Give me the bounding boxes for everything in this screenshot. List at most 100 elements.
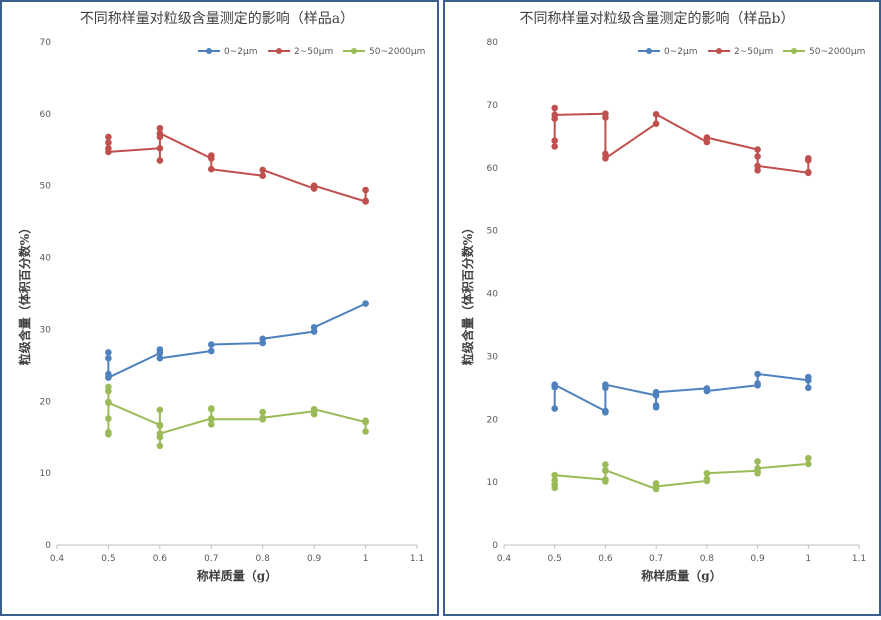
- data-point: [105, 383, 112, 391]
- data-point: [551, 405, 558, 412]
- data-point: [105, 148, 112, 156]
- data-point: [259, 172, 267, 179]
- series-line: [107, 385, 367, 447]
- data-point: [208, 416, 215, 423]
- data-point: [208, 165, 215, 173]
- y-tick-label: 40: [487, 290, 499, 300]
- legend-label: 2~50μm: [734, 47, 773, 57]
- y-tick-label: 30: [40, 325, 52, 335]
- data-point: [156, 406, 164, 414]
- y-tick-label: 70: [487, 101, 499, 111]
- y-tick-label: 10: [40, 469, 52, 479]
- chart-panel-b: 不同称样量对粒级含量测定的影响（样品b） 0 10 20 30 40 50 60 70 80 0.4…: [443, 0, 881, 616]
- data-point: [208, 347, 215, 355]
- data-point: [259, 414, 267, 422]
- y-tick-label: 30: [487, 352, 499, 362]
- y-tick-label: 0: [492, 541, 498, 551]
- data-point: [208, 152, 215, 159]
- data-point: [362, 417, 369, 425]
- data-point: [208, 405, 215, 413]
- data-point: [602, 478, 609, 485]
- data-point: [105, 354, 112, 362]
- data-point: [805, 460, 812, 468]
- data-point: [805, 168, 812, 176]
- x-tick-label: 0.7: [649, 554, 663, 564]
- data-point: [105, 139, 112, 146]
- data-point: [703, 475, 711, 483]
- x-tick-label: 0.6: [598, 554, 613, 564]
- data-point: [652, 404, 660, 411]
- data-point: [703, 134, 711, 141]
- data-point: [156, 346, 164, 353]
- y-tick-label: 50: [40, 182, 52, 192]
- data-point: [652, 111, 660, 118]
- data-point: [602, 114, 609, 121]
- data-point: [310, 410, 318, 418]
- data-point: [362, 186, 369, 194]
- data-point: [362, 300, 369, 307]
- data-point: [259, 408, 267, 416]
- x-tick-label: 0.5: [101, 554, 115, 564]
- x-tick-label: 0.8: [256, 554, 271, 564]
- data-point: [105, 431, 112, 438]
- x-tick-label: 0.6: [153, 554, 168, 564]
- y-tick-label: 20: [40, 397, 52, 407]
- x-axis-label: 称样质量（g）: [641, 568, 721, 583]
- data-point: [105, 399, 112, 407]
- data-point: [156, 442, 164, 450]
- chart-title: 不同称样量对粒级含量测定的影响（样品a）: [80, 11, 354, 27]
- data-point: [105, 415, 112, 422]
- chart-a-svg: 不同称样量对粒级含量测定的影响（样品a） 0 10 20 30 40 50 60 70 0.4 0.…: [17, 11, 425, 583]
- data-point: [551, 476, 558, 484]
- data-point: [156, 157, 164, 164]
- y-axis-label: 粒级含量（体积百分数%）: [17, 222, 32, 365]
- series-line: [553, 458, 810, 490]
- series-line: [107, 302, 367, 379]
- legend-label: 50~2000μm: [369, 47, 425, 57]
- x-tick-label: 0.4: [497, 554, 512, 564]
- x-tick-label: 1: [805, 554, 811, 564]
- data-point: [754, 146, 761, 153]
- y-tick-label: 10: [487, 478, 499, 488]
- y-tick-label: 0: [45, 541, 51, 551]
- data-point: [156, 354, 164, 362]
- y-tick-label: 50: [487, 227, 499, 237]
- data-point: [602, 466, 609, 474]
- data-point: [362, 428, 369, 435]
- data-point: [551, 471, 558, 479]
- data-point: [105, 374, 112, 381]
- legend-marker: [276, 48, 282, 54]
- data-point: [208, 341, 215, 348]
- x-tick-label: 0.7: [204, 554, 218, 564]
- data-point: [551, 137, 558, 144]
- y-tick-label: 60: [40, 110, 52, 120]
- data-point: [602, 461, 609, 468]
- data-point: [754, 458, 761, 465]
- legend-marker: [646, 48, 652, 54]
- data-point: [551, 381, 558, 389]
- data-point: [551, 111, 558, 119]
- y-tick-label: 20: [487, 415, 499, 425]
- y-tick-label: 40: [40, 254, 52, 264]
- x-axis-label: 称样质量（g）: [197, 568, 277, 583]
- data-point: [754, 153, 761, 160]
- data-point: [156, 430, 164, 437]
- series-line: [107, 127, 367, 203]
- y-tick-label: 70: [40, 38, 52, 48]
- data-point: [652, 120, 660, 127]
- x-tick-label: 0.9: [750, 554, 765, 564]
- series-line: [553, 107, 810, 174]
- legend-label: 50~2000μm: [809, 47, 865, 57]
- data-point: [754, 380, 761, 387]
- x-tick-label: 1.1: [852, 554, 866, 564]
- x-tick-label: 1: [363, 554, 369, 564]
- data-point: [208, 421, 215, 428]
- chart-b-svg: 不同称样量对粒级含量测定的影响（样品b） 0 10 20 30 40 50 60 70 80 0.4…: [460, 11, 866, 583]
- data-point: [754, 470, 761, 477]
- data-point: [754, 370, 761, 378]
- y-tick-label: 60: [487, 164, 499, 174]
- data-point: [652, 483, 660, 490]
- y-tick-label: 80: [487, 38, 499, 48]
- data-point: [703, 470, 711, 477]
- data-point: [652, 388, 660, 396]
